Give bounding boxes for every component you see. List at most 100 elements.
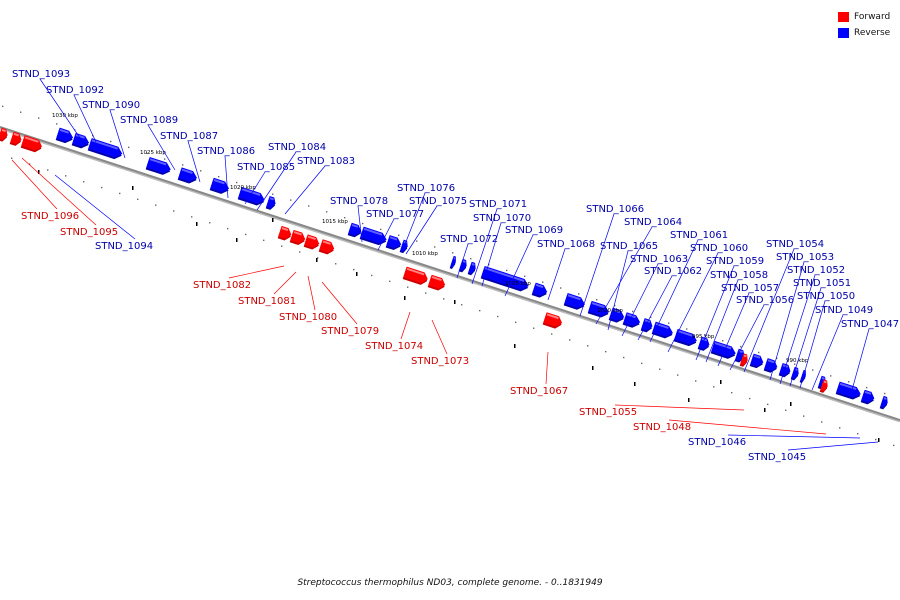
reverse-gene-arrow <box>385 235 402 251</box>
tick-dot <box>308 205 310 207</box>
tick-dot <box>110 140 112 143</box>
legend-reverse: Reverse <box>838 25 900 40</box>
gene-leader-line <box>401 192 426 253</box>
feature-tick <box>196 222 198 226</box>
reverse-gene-arrow <box>622 312 641 328</box>
tick-dot <box>740 345 742 348</box>
tick-dot <box>65 175 67 177</box>
tick-dot <box>119 192 121 195</box>
reverse-gene-arrow <box>237 186 265 206</box>
gene-leader-line <box>187 140 201 183</box>
gene-leader-line <box>705 279 739 363</box>
tick-dot <box>218 175 220 178</box>
legend-forward: Forward <box>838 9 900 24</box>
gene-label-reverse: STND_1050 <box>797 291 855 302</box>
gene-label-reverse: STND_1068 <box>537 239 595 250</box>
tick-dot <box>173 210 175 212</box>
gene-leader-line <box>431 319 448 355</box>
gene-label-forward: STND_1067 <box>510 386 568 397</box>
tick-dot <box>452 252 454 254</box>
tick-dot <box>434 246 436 248</box>
feature-tick <box>272 218 274 222</box>
feature-tick <box>132 186 134 190</box>
reverse-gene-arrow <box>879 395 888 410</box>
reverse-gene-arrow <box>449 255 456 270</box>
tick-dot <box>425 292 427 294</box>
gene-label-reverse: STND_1072 <box>440 234 498 245</box>
reverse-gene-arrow <box>749 353 764 369</box>
gene-leader-line <box>799 300 826 389</box>
tick-dot <box>668 322 670 324</box>
tick-dot <box>857 433 859 435</box>
gene-leader-line <box>717 292 750 367</box>
tick-dot <box>812 369 814 371</box>
gene-leader-line <box>851 328 870 391</box>
gene-label-forward: STND_1048 <box>633 422 691 433</box>
tick-dot <box>56 123 58 125</box>
gene-leader-line <box>743 248 795 373</box>
forward-gene-arrow <box>402 266 428 285</box>
tick-dot <box>371 274 373 277</box>
feature-tick <box>790 402 792 406</box>
tick-dot <box>263 239 265 242</box>
tick-dot <box>344 216 346 219</box>
tick-dot <box>362 222 364 225</box>
tick-dot <box>893 444 895 447</box>
gene-leader-line <box>545 351 549 385</box>
reverse-gene-arrow <box>399 239 408 254</box>
gene-leader-line <box>481 222 502 287</box>
forward-gene-arrow <box>9 131 22 146</box>
gene-label-reverse: STND_1062 <box>644 266 702 277</box>
gene-leader-line <box>307 275 316 311</box>
reverse-gene-arrow <box>673 328 697 347</box>
gene-label-forward: STND_1096 <box>21 211 79 222</box>
reverse-gene-arrow <box>640 318 653 333</box>
tick-dot <box>587 345 589 347</box>
reverse-gene-arrow <box>177 167 198 184</box>
gene-label-reverse: STND_1084 <box>268 142 326 153</box>
reverse-gene-arrow <box>467 261 476 276</box>
tick-dot <box>659 368 661 370</box>
tick-dot <box>416 240 418 242</box>
gene-leader-line <box>607 250 629 331</box>
genome-caption: Streptococcus thermophilus ND03, complet… <box>297 578 603 588</box>
gene-label-reverse: STND_1076 <box>397 183 455 194</box>
reverse-gene-arrow <box>55 127 74 144</box>
gene-leader-line <box>614 404 745 411</box>
tick-dot <box>542 281 544 283</box>
tick-dot <box>155 204 157 206</box>
forward-swatch <box>838 11 849 22</box>
tick-dot <box>101 186 103 189</box>
feature-tick <box>316 258 318 262</box>
gene-leader-line <box>39 78 81 139</box>
gene-leader-line <box>109 109 126 159</box>
tick-dot <box>722 340 724 342</box>
tick-dot <box>407 286 409 288</box>
tick-dot <box>821 421 823 423</box>
scale-label: 1010 kbp <box>412 251 438 257</box>
gene-leader-line <box>668 419 827 435</box>
gene-label-reverse: STND_1054 <box>766 239 824 250</box>
tick-dot <box>164 158 166 160</box>
reverse-gene-arrow <box>265 196 276 210</box>
gene-leader-line <box>256 151 297 211</box>
gene-label-reverse: STND_1092 <box>46 85 104 96</box>
reverse-gene-arrow <box>860 389 875 405</box>
gene-label-reverse: STND_1090 <box>82 100 140 111</box>
tick-dot <box>20 111 22 113</box>
tick-dot <box>398 234 400 236</box>
reverse-gene-arrow <box>87 138 123 160</box>
tick-dot <box>137 198 139 201</box>
gene-leader-line <box>405 205 438 255</box>
tick-dot <box>497 315 499 318</box>
gene-leader-line <box>595 226 653 325</box>
tick-dot <box>461 304 463 306</box>
feature-tick <box>38 170 40 174</box>
tick-dot <box>479 309 481 312</box>
gene-label-reverse: STND_1046 <box>688 437 746 448</box>
tick-dot <box>578 293 580 295</box>
reverse-gene-arrow <box>480 266 529 292</box>
feature-tick <box>236 238 238 242</box>
gene-leader-line <box>649 239 699 343</box>
